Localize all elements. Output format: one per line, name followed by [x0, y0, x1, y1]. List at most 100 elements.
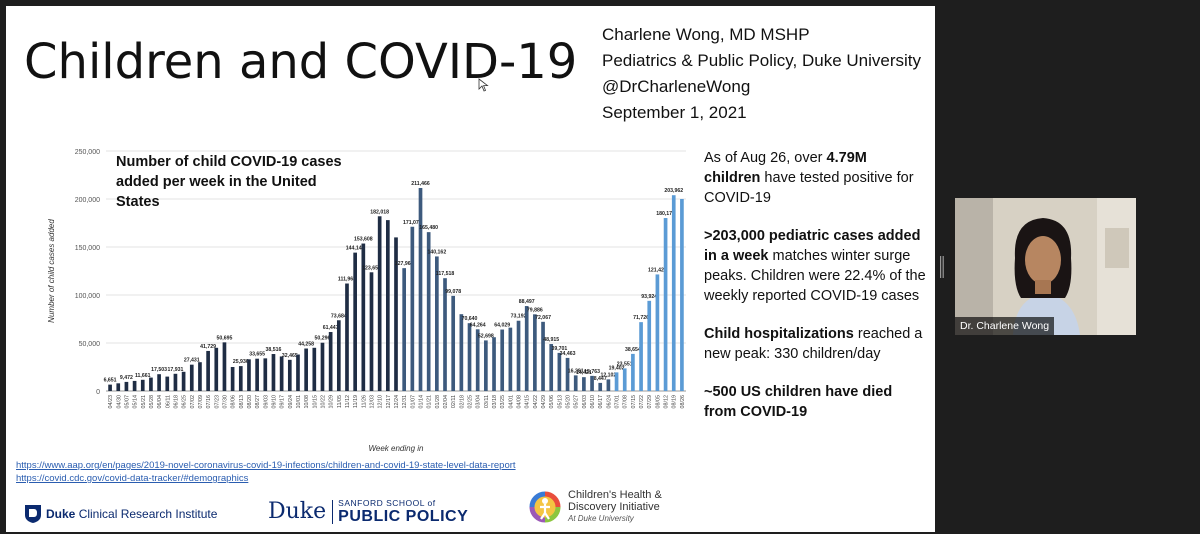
fact-highlight: >203,000 pediatric cases added in a week [704, 228, 921, 264]
chart-bar [631, 353, 635, 391]
participant-video-tile[interactable]: Dr. Charlene Wong [955, 198, 1136, 335]
chart-bar [451, 295, 456, 391]
x-tick-label: 11/05 [337, 395, 343, 408]
x-tick-label: 07/30 [222, 395, 228, 409]
fact-text: As of Aug 26, over [704, 150, 827, 166]
bar-value-label: 52,698 [478, 333, 494, 339]
chart-bar [614, 372, 619, 391]
bar-value-label: 27,431 [184, 358, 200, 364]
bar-value-label: 117,518 [436, 271, 455, 277]
dcri-logo: Duke Clinical Research Institute [24, 504, 217, 524]
bar-value-label: 64,029 [494, 323, 510, 329]
fact-highlight: 4.79M children [704, 150, 867, 186]
chart-bar [279, 356, 284, 391]
x-tick-label: 08/20 [247, 395, 253, 409]
x-tick-label: 05/27 [574, 395, 580, 409]
x-tick-label: 05/20 [566, 395, 572, 409]
x-tick-label: 03/11 [484, 395, 490, 408]
x-tick-label: 08/27 [255, 395, 261, 409]
sanford-school-of: SANFORD SCHOOL of [338, 498, 436, 508]
chart-bar [238, 366, 243, 391]
bar-value-label: 6,651 [104, 378, 117, 384]
chdi-logo: Children's Health & Discovery Initiative… [528, 488, 662, 526]
chart-heading: Number of child COVID-19 cases added per… [116, 154, 342, 210]
bar-value-label: 203,962 [664, 188, 683, 194]
x-tick-label: 05/14 [133, 395, 139, 409]
bar-value-label: 71,726 [633, 315, 649, 321]
chart-bar [157, 374, 161, 391]
x-tick-label: 10/22 [320, 395, 326, 409]
chart-bar [647, 300, 652, 391]
x-tick-label: 04/22 [533, 395, 539, 409]
chdi-line-3: At Duke University [568, 514, 634, 523]
bar-value-label: 73,684 [331, 313, 347, 319]
chart-bar [435, 256, 439, 391]
x-tick-label: 10/15 [312, 395, 318, 409]
y-tick-label: 150,000 [75, 245, 100, 252]
source-links: https://www.aap.org/en/pages/2019-novel-… [16, 459, 516, 485]
bar-value-label: 23,551 [617, 361, 633, 367]
bar-value-label: 211,466 [411, 181, 430, 187]
x-tick-label: 08/06 [231, 395, 237, 409]
x-tick-label: 05/21 [141, 395, 147, 409]
chart-bar [214, 347, 219, 391]
chart-bar [533, 314, 537, 391]
bar-chart: 0 50,000 100,000 150,000 200,000 250,000 6,651… [47, 149, 686, 453]
x-tick-label: 01/14 [419, 395, 425, 409]
author-info: Charlene Wong, MD MSHP Pediatrics & Publ… [602, 22, 921, 126]
panel-resize-handle[interactable] [940, 256, 944, 278]
x-tick-label: 06/17 [598, 395, 604, 409]
x-tick-label: 10/08 [304, 395, 310, 409]
child-figure-icon [529, 491, 561, 523]
chart-bar [336, 320, 341, 391]
x-tick-label: 07/02 [190, 395, 196, 409]
bar-value-label: 14,421 [576, 370, 592, 376]
bar-value-label: 171,079 [403, 220, 422, 226]
chart-bar [410, 226, 415, 391]
chart-bar [443, 278, 447, 391]
chart-bar [222, 342, 227, 391]
x-tick-label: 04/15 [525, 395, 531, 409]
bar-value-label: 16,281 [568, 368, 584, 374]
x-tick-label: 05/28 [149, 395, 155, 409]
x-tick-label: 05/06 [549, 395, 555, 409]
bar-value-label: 50,296 [315, 336, 331, 342]
chart-bar [385, 220, 390, 391]
chart-bar [189, 364, 194, 391]
chart-bar [304, 348, 308, 391]
aap-source-link[interactable]: https://www.aap.org/en/pages/2019-novel-… [16, 460, 516, 471]
x-tick-label: 06/03 [582, 395, 588, 409]
x-tick-label: 02/18 [459, 395, 465, 409]
bar-value-label: 127,966 [395, 261, 414, 267]
chart-bar [361, 243, 366, 391]
author-affiliation: Pediatrics & Public Policy, Duke Univers… [602, 51, 922, 70]
x-tick-label: 06/10 [590, 395, 596, 409]
chart-bar [165, 376, 170, 391]
x-tick-label: 07/08 [623, 395, 629, 409]
presentation-date: September 1, 2021 [602, 103, 747, 122]
fact-highlight: Child hospitalizations [704, 326, 854, 342]
chart-bar [663, 218, 668, 391]
chart-bar [353, 252, 357, 391]
chart-bar [671, 195, 676, 391]
x-tick-label: 07/29 [647, 395, 653, 409]
chart-bar [639, 322, 643, 391]
participant-name-label: Dr. Charlene Wong [955, 317, 1055, 335]
sanford-school-logo: Duke SANFORD SCHOOL of PUBLIC POLICY [268, 498, 468, 526]
y-axis-label: Number of child cases added [47, 219, 56, 323]
x-tick-label: 05/13 [557, 395, 563, 409]
y-tick-label: 100,000 [75, 293, 100, 300]
chart-bar [500, 329, 505, 391]
participant-video-feed [955, 198, 1136, 335]
bar-value-label: 72,067 [535, 315, 551, 321]
x-tick-label: 11/26 [361, 395, 367, 408]
x-tick-label: 09/03 [263, 395, 269, 409]
y-tick-label: 0 [96, 389, 100, 396]
x-tick-label: 07/22 [639, 395, 645, 409]
x-tick-label: 06/24 [606, 395, 612, 409]
bar-value-label: 38,516 [266, 347, 282, 353]
chart-bar [516, 320, 521, 391]
bar-value-label: 165,480 [419, 225, 438, 231]
cdc-source-link[interactable]: https://covid.cdc.gov/covid-data-tracker… [16, 473, 249, 484]
chart-bar [198, 362, 202, 391]
